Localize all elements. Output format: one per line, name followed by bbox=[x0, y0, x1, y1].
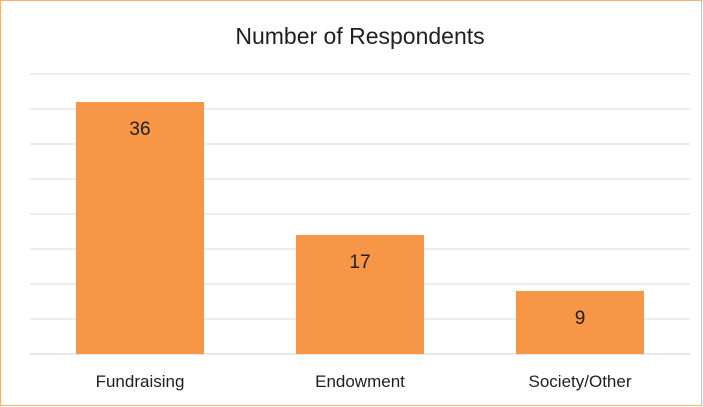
data-label: 36 bbox=[129, 119, 150, 140]
chart-title: Number of Respondents bbox=[235, 23, 484, 49]
bar-endowment bbox=[296, 235, 424, 354]
bar-fundraising bbox=[76, 102, 204, 354]
data-labels: 36 17 9 bbox=[129, 119, 585, 329]
x-axis-tick-labels: Fundraising Endowment Society/Other bbox=[96, 372, 632, 391]
x-tick-label: Society/Other bbox=[529, 372, 632, 391]
bars bbox=[76, 102, 644, 354]
data-label: 9 bbox=[575, 308, 586, 329]
x-tick-label: Fundraising bbox=[96, 372, 185, 391]
bar-society-other bbox=[516, 291, 644, 354]
data-label: 17 bbox=[349, 252, 370, 273]
x-tick-label: Endowment bbox=[315, 372, 405, 391]
